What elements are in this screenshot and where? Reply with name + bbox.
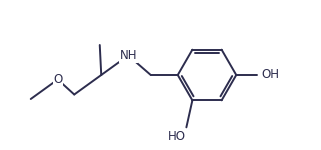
Text: O: O — [53, 73, 62, 86]
Text: OH: OH — [261, 69, 279, 81]
Text: HO: HO — [169, 130, 187, 143]
Text: NH: NH — [119, 49, 137, 62]
